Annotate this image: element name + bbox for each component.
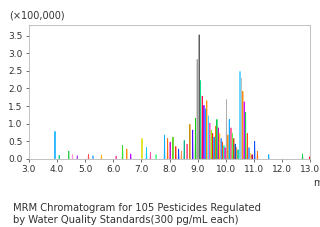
Text: (×100,000): (×100,000) bbox=[9, 11, 65, 21]
Text: min: min bbox=[313, 178, 320, 188]
Text: MRM Chromatogram for 105 Pesticides Regulated
by Water Quality Standards(300 pg/: MRM Chromatogram for 105 Pesticides Regu… bbox=[13, 203, 261, 225]
